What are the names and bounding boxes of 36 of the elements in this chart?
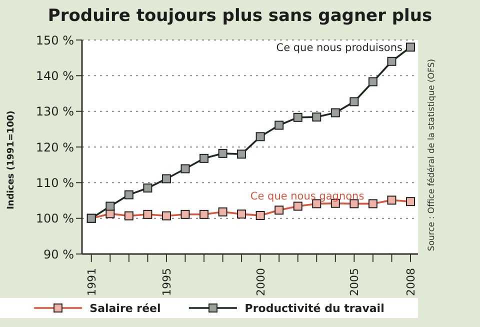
- x-tick-label: 1991: [85, 268, 98, 296]
- y-tick-label: 130 %: [36, 104, 74, 119]
- y-tick-label: 120 %: [36, 140, 74, 154]
- point: [368, 77, 378, 86]
- source-note: Source : Office fédéral de la statistique (OFS): [427, 58, 437, 252]
- annotation: Ce que nous gagnons: [250, 190, 364, 203]
- y-tick-label: 90 %: [44, 247, 74, 262]
- x-tick-label: 2000: [254, 268, 268, 296]
- point: [274, 120, 284, 130]
- chart-title: Produire toujours plus sans gagner plus: [46, 6, 434, 26]
- point: [200, 154, 209, 163]
- y-tick-label: 100 %: [36, 212, 74, 226]
- annotation: Ce que nous produisons: [276, 42, 402, 54]
- legend-label: Productivité du travail: [244, 302, 384, 314]
- point: [143, 184, 152, 193]
- y-tick-label: 140 %: [36, 68, 74, 83]
- point: [312, 112, 322, 122]
- y-tick-label: 110 %: [36, 176, 74, 190]
- point: [350, 97, 359, 106]
- point: [106, 202, 115, 211]
- x-tick-label: 1995: [160, 268, 174, 296]
- point: [330, 108, 340, 118]
- legend-label: Salaire réel: [88, 302, 161, 314]
- point: [180, 164, 190, 174]
- point: [124, 190, 134, 200]
- point: [218, 148, 228, 158]
- point: [406, 42, 415, 52]
- point: [293, 112, 302, 122]
- x-tick-label: 2005: [348, 268, 362, 296]
- y-axis-title: Indices (1991=100): [6, 110, 16, 210]
- y-tick-label: 150 %: [36, 33, 74, 48]
- point: [256, 132, 265, 142]
- point: [237, 150, 246, 159]
- point: [387, 56, 396, 66]
- point: [162, 174, 171, 184]
- x-tick-label: 2008: [404, 268, 418, 296]
